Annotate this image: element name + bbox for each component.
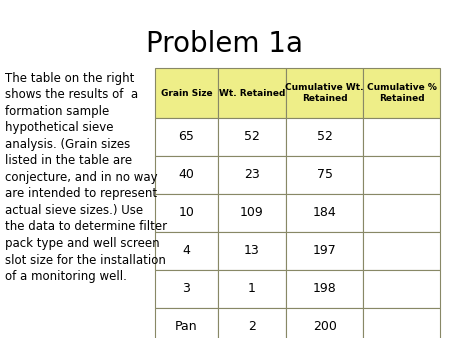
- Bar: [286, 270, 363, 308]
- Bar: [286, 232, 363, 270]
- Text: 184: 184: [313, 207, 337, 219]
- Bar: [218, 156, 286, 194]
- Bar: [155, 118, 218, 156]
- Bar: [286, 156, 363, 194]
- Text: The table on the right
shows the results of  a
formation sample
hypothetical sie: The table on the right shows the results…: [5, 72, 167, 283]
- Bar: [218, 270, 286, 308]
- Text: 75: 75: [317, 169, 333, 182]
- Bar: [218, 194, 286, 232]
- Text: 109: 109: [240, 207, 264, 219]
- Bar: [155, 194, 218, 232]
- Text: Grain Size: Grain Size: [161, 89, 212, 97]
- Text: 2: 2: [248, 320, 256, 334]
- Bar: [363, 156, 440, 194]
- Text: Pan: Pan: [175, 320, 198, 334]
- Text: 3: 3: [182, 283, 190, 295]
- Text: 198: 198: [313, 283, 337, 295]
- Text: 23: 23: [244, 169, 260, 182]
- Bar: [155, 156, 218, 194]
- Bar: [363, 232, 440, 270]
- Text: Cumulative %
Retained: Cumulative % Retained: [367, 83, 436, 103]
- Bar: [218, 308, 286, 338]
- Text: 197: 197: [313, 244, 337, 258]
- Text: 65: 65: [178, 130, 194, 144]
- Bar: [286, 194, 363, 232]
- Bar: [363, 308, 440, 338]
- Bar: [286, 308, 363, 338]
- Bar: [218, 118, 286, 156]
- Bar: [155, 232, 218, 270]
- Text: 10: 10: [178, 207, 194, 219]
- Text: 1: 1: [248, 283, 256, 295]
- Text: 4: 4: [182, 244, 190, 258]
- Text: 200: 200: [313, 320, 337, 334]
- Bar: [363, 270, 440, 308]
- Text: Cumulative Wt.
Retained: Cumulative Wt. Retained: [285, 83, 364, 103]
- Bar: [155, 308, 218, 338]
- Text: 13: 13: [244, 244, 260, 258]
- Bar: [218, 232, 286, 270]
- Text: Problem 1a: Problem 1a: [147, 30, 303, 58]
- Bar: [363, 118, 440, 156]
- Bar: [286, 118, 363, 156]
- Bar: [218, 68, 286, 118]
- Bar: [363, 194, 440, 232]
- Bar: [155, 270, 218, 308]
- Bar: [363, 68, 440, 118]
- Text: 52: 52: [244, 130, 260, 144]
- Text: 52: 52: [317, 130, 333, 144]
- Text: Wt. Retained: Wt. Retained: [219, 89, 285, 97]
- Bar: [286, 68, 363, 118]
- Bar: [155, 68, 218, 118]
- Text: 40: 40: [178, 169, 194, 182]
